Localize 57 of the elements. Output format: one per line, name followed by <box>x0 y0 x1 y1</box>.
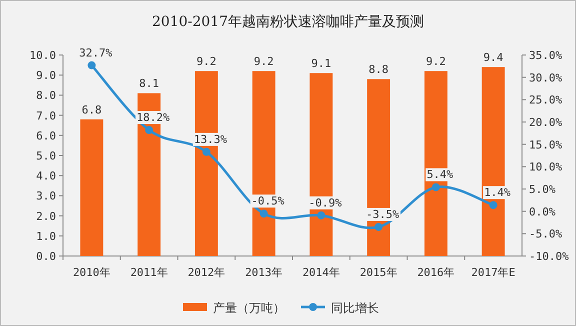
y-tick-label: 0.0 <box>36 250 56 263</box>
point <box>145 126 154 134</box>
data-label: -3.5% <box>366 208 400 221</box>
point <box>260 210 268 218</box>
x-tick-label: 2017年E <box>471 266 516 279</box>
y-tick-label: 6.0 <box>36 129 56 142</box>
data-label: 5.4% <box>426 168 454 182</box>
data-label: 8.1 <box>139 77 159 90</box>
x-tick-label: 2010年 <box>72 266 110 279</box>
y2-tick-label: 15.0% <box>529 138 562 152</box>
data-label: 18.2% <box>136 111 170 124</box>
x-tick-label: 2013年 <box>245 266 283 279</box>
y-tick-label: 9.0 <box>36 69 56 82</box>
data-label: -0.5% <box>251 194 285 208</box>
y2-tick-label: 0.0% <box>529 205 556 218</box>
point <box>374 222 383 231</box>
x-tick-label: 2014年 <box>302 266 340 279</box>
data-label: 9.2 <box>196 55 216 68</box>
y2-tick-label: 20.0% <box>529 116 562 129</box>
y-tick-label: 5.0 <box>36 150 56 162</box>
data-label: 32.7% <box>79 46 113 60</box>
data-label: 9.4 <box>483 51 504 64</box>
point <box>489 201 498 210</box>
y2-tick-label: -5.0% <box>529 228 562 241</box>
legend-label: 产量（万吨） <box>213 301 285 315</box>
bar <box>80 119 104 256</box>
point <box>202 148 210 156</box>
y-tick-label: 4.0 <box>36 170 56 183</box>
y-tick-label: 10.0 <box>30 49 56 62</box>
point <box>432 183 440 192</box>
y-tick-label: 3.0 <box>36 190 56 203</box>
y-tick-label: 8.0 <box>36 89 56 102</box>
y2-tick-label: 30.0% <box>529 71 562 84</box>
data-label: 1.4% <box>484 186 511 200</box>
data-label: 9.2 <box>254 55 274 68</box>
y-tick-label: 1.0 <box>36 230 56 243</box>
y-tick-label: 2.0 <box>36 210 56 223</box>
y2-tick-label: 25.0% <box>529 94 562 107</box>
point <box>88 61 96 70</box>
x-tick-label: 2015年 <box>360 266 398 279</box>
x-tick-label: 2012年 <box>188 266 226 279</box>
legend-label: 同比增长 <box>331 301 379 315</box>
x-tick-label: 2011年 <box>130 266 168 279</box>
data-label: 13.3% <box>194 132 228 146</box>
chart-title: 2010-2017年越南粉状速溶咖啡产量及预测 <box>152 14 424 30</box>
point <box>317 211 326 220</box>
x-tick-label: 2016年 <box>417 266 455 279</box>
data-label: 6.8 <box>82 103 102 116</box>
data-label: 9.1 <box>311 57 332 70</box>
y2-tick-label: 35.0% <box>529 49 562 62</box>
y2-tick-label: -10.0% <box>529 250 570 263</box>
y-tick-label: 7.0 <box>36 109 56 122</box>
y2-tick-label: 5.0% <box>529 183 556 196</box>
data-label: 8.8 <box>368 63 388 76</box>
y2-tick-label: 10.0% <box>529 160 562 174</box>
data-label: -0.9% <box>308 196 342 210</box>
data-label: 9.2 <box>426 55 446 68</box>
